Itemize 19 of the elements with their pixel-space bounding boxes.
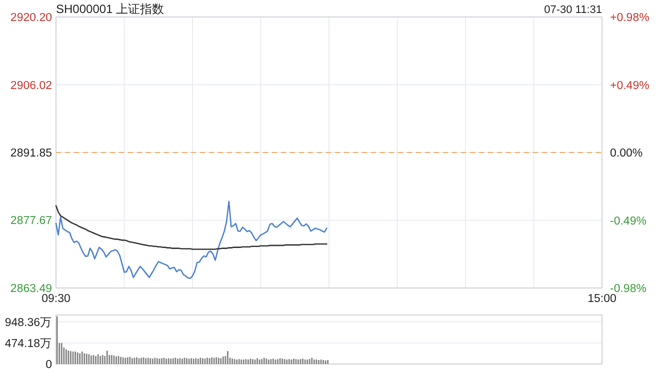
y2-tick-label: -0.98%: [610, 283, 646, 295]
text: 07-30 11:31: [544, 4, 602, 16]
line-series: [55, 205, 328, 250]
x-tick-label: 15:00: [588, 293, 616, 305]
line-series: [55, 200, 328, 280]
y-tick-label: 2906.02: [10, 80, 52, 92]
y-tick-label: 948.36万: [4, 316, 52, 329]
x-tick-label: 09:30: [42, 293, 70, 305]
y2-tick-label: 0.00%: [610, 148, 643, 160]
y-tick-label: 2877.67: [10, 215, 52, 228]
chart-title: SH000001 上证指数: [56, 2, 164, 16]
y2-tick-label: -0.49%: [610, 215, 646, 228]
y-tick-label: 0: [46, 359, 52, 371]
y2-tick-label: +0.98%: [610, 12, 650, 24]
y2-tick-label: +0.49%: [610, 80, 650, 92]
y-tick-label: 2920.20: [10, 12, 52, 24]
y-tick-label: 2863.49: [10, 283, 52, 295]
y-tick-label: 2891.85: [10, 147, 52, 160]
y-tick-label: 474.18万: [4, 336, 52, 350]
